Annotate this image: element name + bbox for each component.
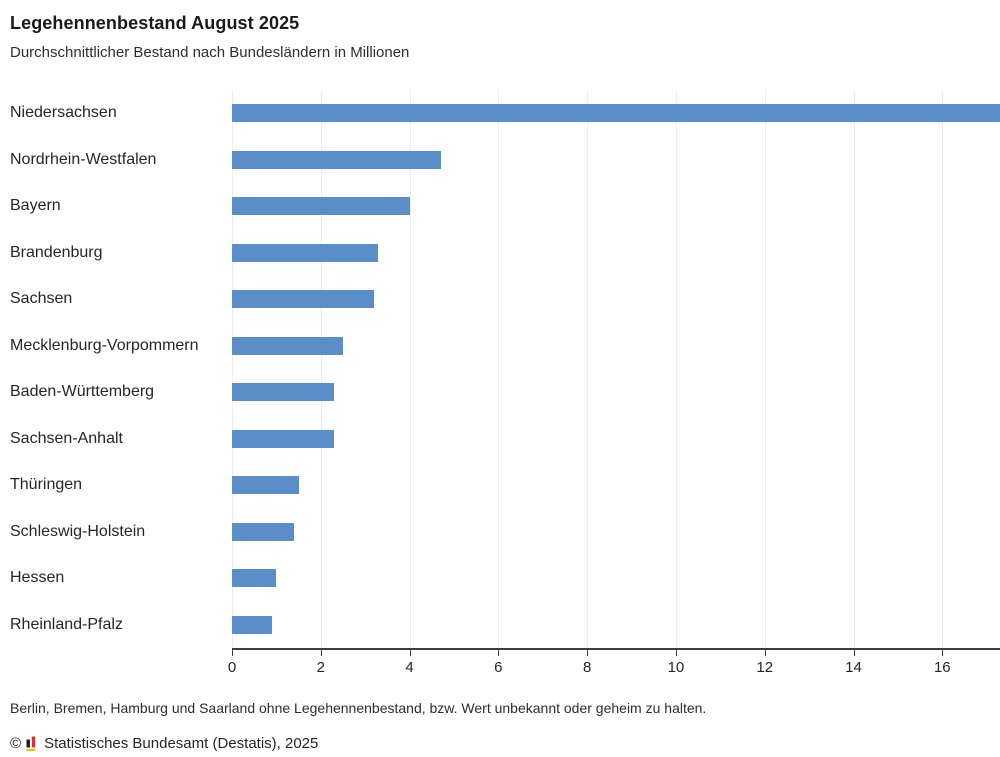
category-label: Hessen: [10, 569, 65, 587]
bar-row: [232, 90, 1000, 137]
category-label: Brandenburg: [10, 243, 103, 261]
gridline: [587, 90, 589, 648]
axis-tick: [409, 650, 411, 656]
gridline: [853, 90, 855, 648]
axis-tick: [675, 650, 677, 656]
axis-tick-label: 6: [494, 659, 503, 676]
copyright-symbol: ©: [10, 735, 22, 752]
source-text: Statistisches Bundesamt (Destatis), 2025: [44, 735, 319, 752]
axis-tick: [853, 650, 855, 656]
bar-hessen: [232, 569, 277, 588]
axis-tick: [498, 650, 500, 656]
gridline: [320, 90, 322, 648]
source-line: © Statistisches Bundesamt (Destatis), 20…: [10, 735, 318, 752]
chart-subtitle: Durchschnittlicher Bestand nach Bundeslä…: [10, 44, 410, 61]
category-label: Baden-Württemberg: [10, 383, 155, 401]
gridline: [942, 90, 944, 648]
axis-tick-label: 4: [405, 659, 414, 676]
axis-tick-label: 14: [845, 659, 862, 676]
bar-row: [232, 369, 1000, 416]
bar-th-ringen: [232, 476, 299, 495]
bar-sachsen-anhalt: [232, 429, 335, 448]
footnote: Berlin, Bremen, Hamburg und Saarland ohn…: [10, 700, 707, 716]
axis-tick-label: 2: [316, 659, 325, 676]
bar-row: [232, 416, 1000, 463]
bar-brandenburg: [232, 243, 379, 262]
axis-tick: [587, 650, 589, 656]
category-label: Bayern: [10, 197, 61, 215]
gridline: [498, 90, 500, 648]
bar-row: [232, 323, 1000, 370]
bar-row: [232, 555, 1000, 602]
axis-tick: [232, 650, 233, 656]
chart-title: Legehennenbestand August 2025: [10, 13, 300, 33]
bar-row: [232, 509, 1000, 556]
axis-tick-label: 8: [582, 659, 592, 676]
axis-tick-label: 16: [933, 659, 951, 676]
gridline: [232, 90, 233, 648]
axis-tick: [942, 650, 944, 656]
axis-tick-label: 10: [667, 659, 685, 676]
category-label: Sachsen: [10, 290, 73, 308]
category-label: Niedersachsen: [10, 104, 117, 122]
category-label: Thüringen: [10, 476, 83, 494]
bar-bayern: [232, 197, 410, 216]
category-label: Rheinland-Pfalz: [10, 615, 123, 633]
category-label: Schleswig-Holstein: [10, 522, 146, 540]
bar-row: [232, 276, 1000, 323]
bar-mecklenburg-vorpommern: [232, 336, 343, 355]
bar-row: [232, 137, 1000, 184]
category-label: Sachsen-Anhalt: [10, 429, 123, 447]
axis-tick-label: 0: [227, 659, 237, 676]
bar-niedersachsen: [232, 104, 1000, 123]
gridline: [764, 90, 766, 648]
destatis-bars-icon: [26, 736, 36, 751]
axis-tick: [764, 650, 766, 656]
x-axis: 0 2 4 6 8 10 12 14 16: [228, 648, 1000, 682]
category-label: Nordrhein-Westfalen: [10, 150, 157, 168]
bar-row: [232, 183, 1000, 230]
bar-row: [232, 230, 1000, 277]
bar-row: [232, 602, 1000, 649]
category-labels: Niedersachsen Nordrhein-Westfalen Bayern Br…: [10, 90, 228, 648]
plot-area: [232, 90, 1000, 648]
bar-schleswig-holstein: [232, 522, 295, 541]
category-label: Mecklenburg-Vorpommern: [10, 336, 199, 354]
bar-row: [232, 462, 1000, 509]
axis-tick: [320, 650, 322, 656]
gridline: [675, 90, 677, 648]
bar-sachsen: [232, 290, 375, 309]
axis-tick-label: 12: [756, 659, 774, 676]
bar-nordrhein-westfalen: [232, 150, 441, 169]
gridline: [409, 90, 411, 648]
bar-rheinland-pfalz: [232, 615, 272, 634]
bar-baden-w-rttemberg: [232, 383, 335, 402]
